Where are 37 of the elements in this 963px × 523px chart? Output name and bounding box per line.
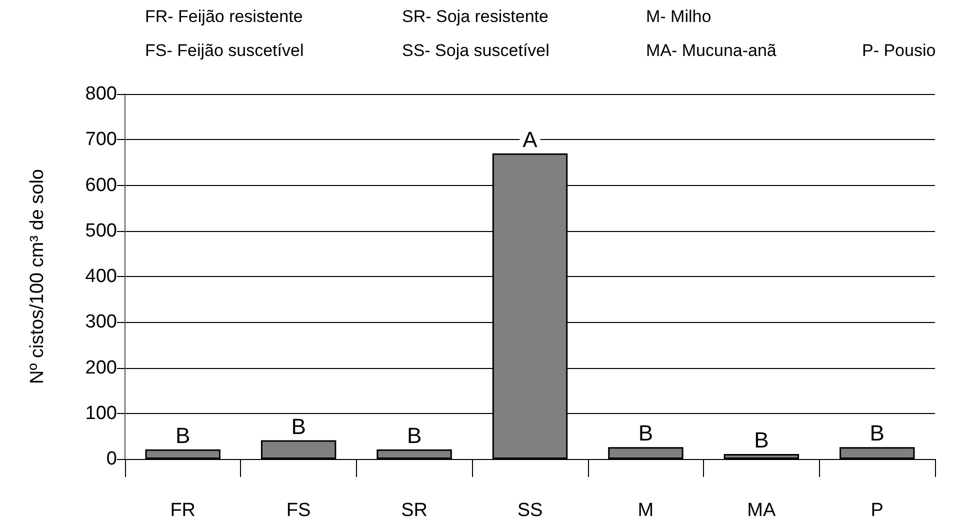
annotation: B — [754, 427, 769, 452]
bar — [376, 449, 452, 459]
x-tick-label: MA — [747, 500, 776, 521]
text: SS- Soja suscetível — [402, 41, 550, 60]
bar — [260, 440, 336, 459]
text: M- Milho — [646, 7, 712, 26]
x-tick-label: FR — [170, 500, 196, 521]
annotation: B — [406, 422, 422, 448]
y-tick-label: 700 — [85, 129, 117, 150]
annotation: B — [638, 420, 654, 446]
y-tick-label: 500 — [85, 220, 117, 242]
y-tick-label: 800 — [85, 84, 117, 104]
y-tick-label: 0 — [106, 448, 117, 470]
bar — [840, 447, 915, 459]
text: FR- Feijão resistente — [145, 7, 303, 26]
annotation: A — [522, 126, 538, 152]
annotation: B — [291, 414, 306, 439]
text: SR- Soja resistente — [402, 7, 548, 26]
text: MA- Mucuna-anã — [646, 41, 777, 60]
y-tick-label: 300 — [85, 312, 117, 333]
text: FS- Feijão suscetível — [145, 41, 304, 60]
x-tick-label: SS — [517, 500, 543, 521]
y-tick-label: 600 — [85, 174, 117, 196]
y-axis-title: Nº cistos/100 cm³ de solo — [27, 169, 48, 384]
annotation: B — [176, 422, 190, 448]
bar — [608, 447, 684, 459]
y-tick-label: 100 — [85, 402, 117, 424]
x-tick-label: P — [870, 500, 884, 521]
bar — [145, 449, 220, 459]
y-tick-label: 400 — [85, 266, 117, 287]
y-tick-label: 200 — [85, 357, 117, 378]
x-tick-label: SR — [401, 500, 428, 521]
bar — [724, 454, 800, 459]
x-tick-label: M — [638, 500, 654, 521]
annotation: B — [870, 420, 884, 446]
x-tick-label: FS — [286, 500, 311, 521]
text: P- Pousio — [862, 41, 936, 60]
